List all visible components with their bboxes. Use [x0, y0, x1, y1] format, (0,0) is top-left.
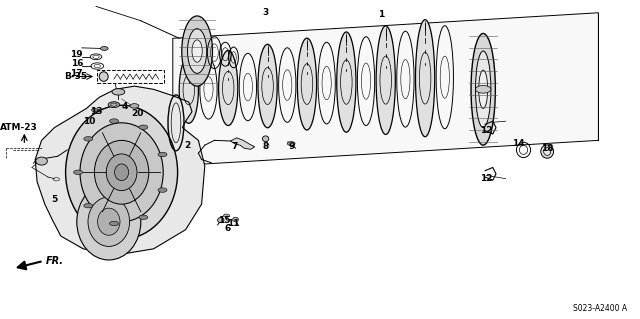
Text: 8: 8	[262, 142, 269, 151]
Ellipse shape	[219, 50, 238, 126]
Polygon shape	[35, 86, 205, 255]
Ellipse shape	[258, 44, 277, 128]
Circle shape	[109, 119, 118, 123]
Text: 10: 10	[83, 117, 96, 126]
Ellipse shape	[471, 33, 495, 145]
Ellipse shape	[337, 32, 356, 132]
Text: 3: 3	[262, 8, 269, 17]
Polygon shape	[173, 13, 598, 166]
Ellipse shape	[36, 157, 47, 165]
Circle shape	[109, 221, 118, 226]
Circle shape	[84, 204, 93, 208]
Text: ATM-23: ATM-23	[0, 123, 38, 132]
Ellipse shape	[262, 136, 269, 142]
Ellipse shape	[233, 217, 238, 222]
Text: B-35: B-35	[64, 72, 87, 81]
Ellipse shape	[479, 70, 488, 108]
Ellipse shape	[182, 16, 212, 86]
Text: 11: 11	[227, 219, 240, 228]
Ellipse shape	[98, 208, 120, 235]
Circle shape	[130, 104, 139, 108]
Text: 1: 1	[378, 10, 384, 19]
Ellipse shape	[541, 145, 554, 158]
Ellipse shape	[99, 72, 108, 81]
Text: 20: 20	[131, 109, 144, 118]
Ellipse shape	[77, 183, 141, 260]
Text: 7: 7	[232, 142, 238, 151]
Ellipse shape	[115, 164, 129, 181]
Text: 6: 6	[224, 224, 230, 233]
Circle shape	[92, 108, 98, 112]
Text: 5: 5	[51, 195, 58, 204]
Text: S023-A2400 A: S023-A2400 A	[573, 304, 627, 313]
Ellipse shape	[179, 57, 198, 123]
Ellipse shape	[298, 38, 317, 130]
Circle shape	[139, 125, 148, 130]
Circle shape	[158, 188, 167, 192]
Ellipse shape	[218, 218, 224, 223]
Ellipse shape	[65, 105, 178, 239]
Text: 15: 15	[218, 216, 230, 225]
Text: FR.: FR.	[46, 256, 64, 266]
Ellipse shape	[376, 26, 396, 135]
Circle shape	[476, 85, 491, 93]
Circle shape	[74, 170, 83, 174]
Circle shape	[139, 215, 148, 219]
Text: 4: 4	[122, 102, 128, 111]
Circle shape	[223, 214, 230, 217]
Circle shape	[100, 47, 108, 50]
Circle shape	[84, 137, 93, 141]
Ellipse shape	[95, 140, 149, 204]
Text: 18: 18	[541, 144, 554, 153]
Ellipse shape	[80, 123, 163, 222]
Ellipse shape	[88, 197, 130, 246]
FancyBboxPatch shape	[97, 70, 164, 83]
Ellipse shape	[544, 148, 550, 155]
Circle shape	[158, 152, 167, 157]
Circle shape	[112, 89, 125, 95]
Text: 14: 14	[512, 139, 525, 148]
Text: 16: 16	[70, 59, 83, 68]
Circle shape	[108, 102, 120, 108]
Text: 9: 9	[288, 142, 294, 151]
Ellipse shape	[192, 40, 202, 62]
Text: 13: 13	[90, 107, 102, 116]
Circle shape	[287, 142, 295, 145]
Text: 12: 12	[480, 174, 493, 183]
Text: 19: 19	[70, 50, 83, 59]
Ellipse shape	[188, 29, 207, 73]
Ellipse shape	[476, 51, 491, 128]
Text: 17: 17	[70, 69, 83, 78]
Text: 2: 2	[184, 141, 190, 150]
Ellipse shape	[106, 154, 137, 190]
Ellipse shape	[415, 20, 435, 137]
Text: 12: 12	[480, 126, 493, 135]
Polygon shape	[230, 138, 255, 149]
